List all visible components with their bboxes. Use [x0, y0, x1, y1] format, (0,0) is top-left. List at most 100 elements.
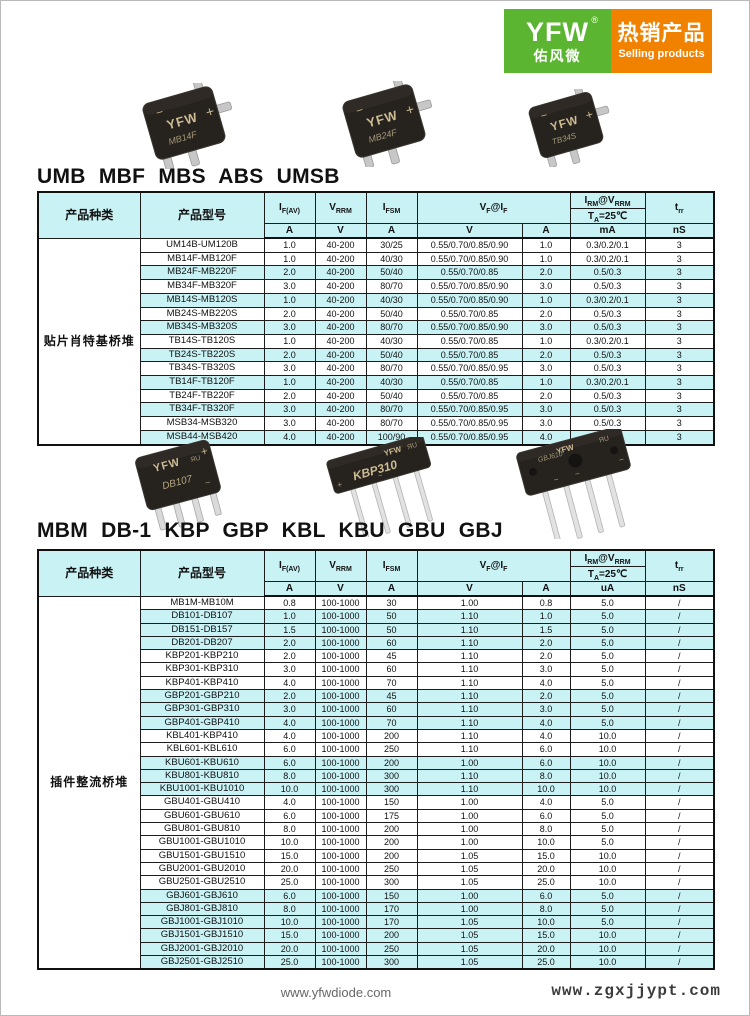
value-cell: /	[644, 662, 715, 677]
value-cell: 2.0	[521, 306, 571, 322]
value-cell: 70	[365, 715, 418, 730]
value-cell: 5.0	[569, 888, 646, 903]
value-cell: 5.0	[569, 808, 646, 824]
model-cell: GBU2501-GBU2510	[139, 875, 265, 890]
value-cell: 0.55/0.70/0.85/0.95	[416, 361, 523, 377]
table1-header: 产品种类 产品型号 IF(AV) VRRM IFSM VF@IF IRM@VRR…	[37, 191, 715, 239]
col-header-if-av: IF(AV)	[263, 191, 316, 224]
value-cell: 40-200	[314, 388, 367, 404]
table-row: MB34S-MB320S 3.0 40-200 80/70 0.55/0.70/0.85…	[38, 320, 715, 335]
value-cell: 1.0	[263, 333, 316, 349]
value-cell: 1.00	[416, 808, 523, 824]
chip-image-mb14f: − + YFW MB14F	[119, 73, 249, 174]
value-cell: 0.55/0.70/0.85/0.90	[416, 279, 523, 294]
value-cell: 3	[644, 429, 715, 446]
value-cell: 0.5/0.3	[569, 320, 646, 335]
value-cell: 0.55/0.70/0.85	[416, 306, 523, 322]
value-cell: 170	[365, 901, 418, 917]
model-cell: MB24F-MB220F	[139, 265, 265, 281]
value-cell: 5.0	[569, 622, 646, 637]
value-cell: 40-200	[314, 306, 367, 322]
value-cell: 40-200	[314, 429, 367, 446]
value-cell: 5.0	[569, 702, 646, 717]
col-header-ta: TA=25℃	[569, 208, 646, 224]
smd-bridge-table: 产品种类 产品型号 IF(AV) VRRM IFSM VF@IF IRM@VRR…	[37, 191, 716, 446]
value-cell: /	[644, 848, 715, 863]
value-cell: 40-200	[314, 292, 367, 308]
value-cell: 0.55/0.70/0.85/0.90	[416, 237, 523, 253]
col-header-if-av: IF(AV)	[263, 549, 316, 582]
value-cell: 40-200	[314, 265, 367, 281]
value-cell: 1.10	[416, 635, 523, 651]
unit-cell: A	[365, 581, 418, 597]
table-row: MB34F-MB320F 3.0 40-200 80/70 0.55/0.70/0.85…	[38, 279, 715, 294]
model-cell: GBU1501-GBU1510	[139, 848, 265, 863]
value-cell: 2.0	[263, 265, 316, 281]
value-cell: 3	[644, 279, 715, 294]
model-cell: KBL401-KBP410	[139, 728, 265, 744]
value-cell: 100-1000	[314, 928, 367, 943]
plus-mark: +	[336, 479, 344, 490]
ur-cert-mark: ЯU	[190, 455, 202, 464]
table-row: GBU2501-GBU2510 25.0 100-1000 300 1.05 25.0 10…	[38, 875, 715, 890]
table2-header: 产品种类 产品型号 IF(AV) VRRM IFSM VF@IF IRM@VRR…	[37, 549, 715, 597]
value-cell: 4.0	[521, 429, 571, 446]
value-cell: 1.05	[416, 928, 523, 943]
value-cell: 6.0	[521, 808, 571, 824]
value-cell: 8.0	[263, 901, 316, 917]
value-cell: 20.0	[263, 941, 316, 957]
value-cell: 0.5/0.3	[569, 402, 646, 418]
value-cell: /	[644, 622, 715, 637]
value-cell: 8.0	[521, 901, 571, 917]
value-cell: 1.10	[416, 782, 523, 797]
value-cell: 0.3/0.2/0.1	[569, 292, 646, 308]
unit-cell: nS	[644, 581, 715, 597]
value-cell: 4.0	[263, 429, 316, 446]
value-cell: 1.0	[521, 609, 571, 624]
value-cell: 5.0	[569, 795, 646, 810]
value-cell: 5.0	[569, 662, 646, 677]
value-cell: 0.8	[263, 595, 316, 611]
col-header-category: 产品种类	[37, 191, 141, 239]
value-cell: 3.0	[263, 361, 316, 377]
value-cell: 2.0	[521, 689, 571, 704]
value-cell: 5.0	[569, 901, 646, 917]
value-cell: 1.00	[416, 888, 523, 903]
value-cell: 1.0	[263, 237, 316, 253]
value-cell: /	[644, 635, 715, 651]
model-cell: MB1M-MB10M	[139, 595, 265, 611]
value-cell: 200	[365, 928, 418, 943]
value-cell: /	[644, 755, 715, 770]
value-cell: 50	[365, 609, 418, 624]
value-cell: 3	[644, 402, 715, 418]
unit-cell: A	[521, 581, 571, 597]
value-cell: 0.8	[521, 595, 571, 611]
value-cell: 3.0	[521, 662, 571, 677]
value-cell: 100-1000	[314, 768, 367, 784]
value-cell: 0.55/0.70/0.85	[416, 388, 523, 404]
table-row: 贴片肖特基桥堆 UM14B-UM120B 1.0 40-200 30/25 0.55/0.…	[37, 237, 715, 446]
value-cell: 0.55/0.70/0.85	[416, 375, 523, 390]
value-cell: 3	[644, 306, 715, 322]
value-cell: 200	[365, 848, 418, 863]
value-cell: 1.0	[263, 251, 316, 267]
value-cell: 200	[365, 728, 418, 744]
model-cell: DB201-DB207	[139, 635, 265, 651]
value-cell: /	[644, 875, 715, 890]
value-cell: 10.0	[569, 768, 646, 784]
value-cell: 6.0	[263, 888, 316, 903]
value-cell: /	[644, 861, 715, 877]
value-cell: 40-200	[314, 251, 367, 267]
value-cell: 175	[365, 808, 418, 824]
value-cell: 100-1000	[314, 835, 367, 850]
value-cell: 40-200	[314, 402, 367, 418]
value-cell: 0.5/0.3	[569, 388, 646, 404]
value-cell: 100-1000	[314, 595, 367, 611]
col-header-ifsm: IFSM	[365, 549, 418, 582]
value-cell: 50/40	[365, 306, 418, 322]
value-cell: 1.00	[416, 822, 523, 837]
value-cell: 100-1000	[314, 941, 367, 957]
footer-website-left: www.yfwdiode.com	[280, 985, 392, 1000]
value-cell: 0.55/0.70/0.85	[416, 347, 523, 363]
table-row: KBP301-KBP310 3.0 100-1000 60 1.10 3.0 5.0/	[38, 662, 715, 677]
